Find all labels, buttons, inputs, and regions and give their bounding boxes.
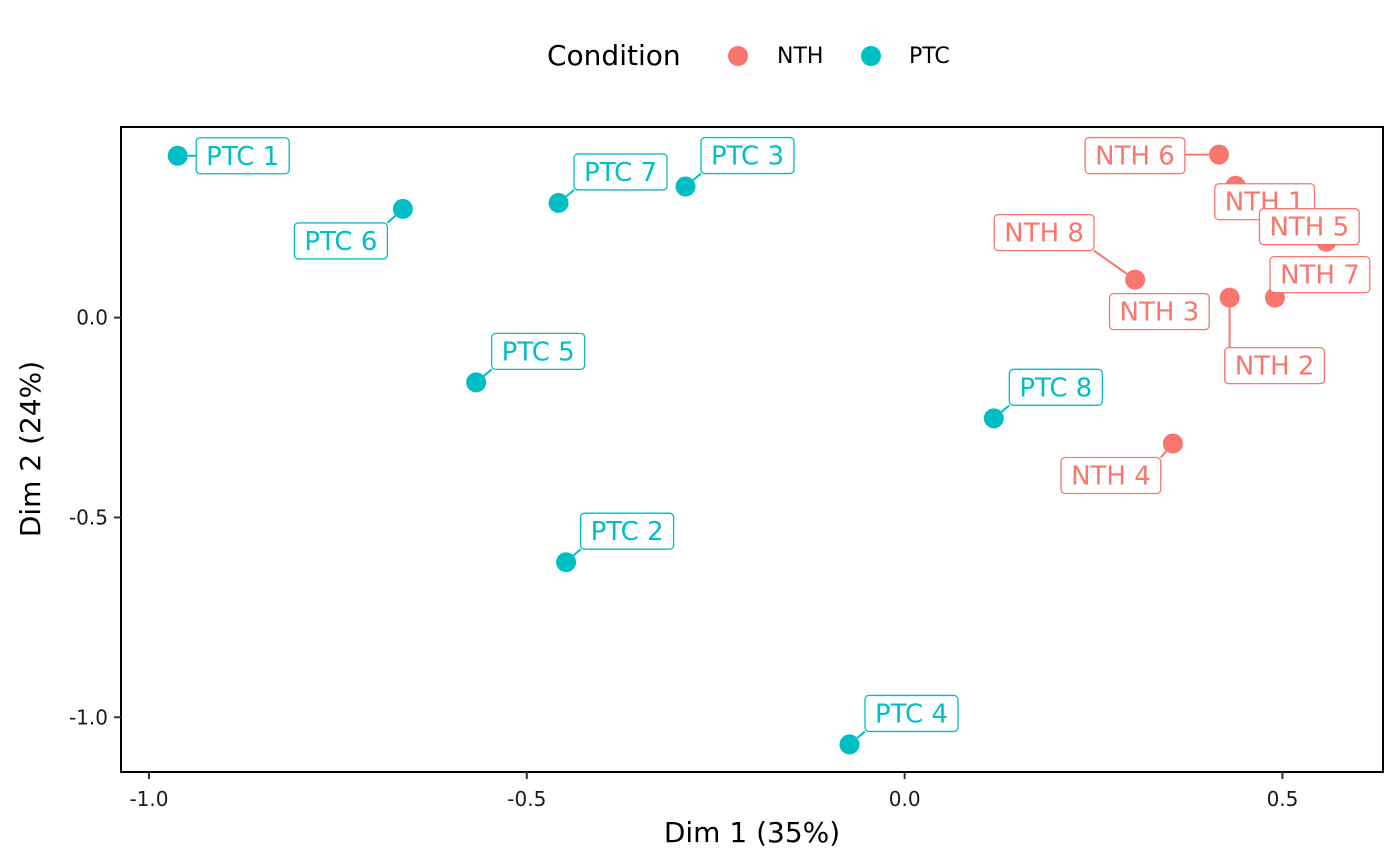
legend-label-nth: NTH [777, 44, 823, 69]
label-nth-6: NTH 6 [1085, 138, 1185, 174]
label-ptc-7: PTC 7 [574, 154, 667, 190]
label-ptc-2: PTC 2 [581, 513, 674, 549]
x-axis-title: Dim 1 (35%) [664, 816, 840, 849]
point-ptc-1 [168, 146, 188, 166]
point-ptc-8 [984, 408, 1004, 428]
label-nth-8: NTH 8 [994, 215, 1094, 251]
point-nth-6 [1209, 145, 1229, 165]
point-label-text: PTC 5 [502, 337, 575, 367]
point-label-text: PTC 3 [711, 142, 784, 172]
point-label-text: PTC 7 [584, 158, 657, 188]
legend-title: Condition [547, 39, 681, 72]
point-label-text: PTC 4 [875, 699, 948, 729]
point-label-text: NTH 3 [1120, 298, 1200, 328]
y-axis-title: Dim 2 (24%) [14, 361, 47, 537]
connector-ptc-2 [574, 549, 581, 555]
point-ptc-5 [466, 372, 486, 392]
point-ptc-4 [839, 734, 859, 754]
label-nth-7: NTH 7 [1270, 257, 1370, 293]
y-axis: -1.0 -0.5 0.0 [69, 306, 121, 730]
point-ptc-2 [556, 552, 576, 572]
point-label-text: NTH 8 [1004, 219, 1084, 249]
connector-ptc-5 [484, 369, 492, 376]
label-nth-3: NTH 3 [1110, 294, 1210, 330]
y-tick-label: -0.5 [69, 505, 108, 529]
legend: Condition NTH PTC [547, 39, 950, 72]
connector-ptc-4 [857, 731, 865, 738]
x-axis: -1.0 -0.5 0.0 0.5 [129, 772, 1298, 811]
point-label-text: NTH 2 [1235, 352, 1315, 382]
point-label-text: NTH 5 [1269, 213, 1349, 243]
label-nth-2: NTH 2 [1225, 348, 1325, 384]
point-ptc-7 [549, 193, 569, 213]
x-tick-label: 0.0 [889, 787, 921, 811]
point-label-text: PTC 2 [591, 517, 664, 547]
connector-ptc-6 [387, 216, 395, 223]
label-ptc-6: PTC 6 [294, 223, 387, 259]
point-ptc-3 [675, 177, 695, 197]
label-ptc-8: PTC 8 [1009, 369, 1102, 405]
connector-ptc-8 [1001, 405, 1009, 412]
connector-ptc-3 [693, 174, 701, 181]
x-tick-label: -0.5 [507, 787, 546, 811]
x-tick-label: -1.0 [129, 787, 168, 811]
point-nth-8 [1125, 270, 1145, 290]
legend-key-nth [728, 46, 748, 66]
label-ptc-4: PTC 4 [865, 695, 958, 731]
point-label-text: NTH 6 [1095, 142, 1175, 172]
point-label-text: PTC 1 [206, 142, 279, 172]
label-nth-5: NTH 5 [1259, 209, 1359, 245]
y-tick-label: -1.0 [69, 705, 108, 729]
connector-ptc-7 [566, 190, 574, 197]
point-label-text: NTH 4 [1071, 462, 1151, 492]
label-ptc-1: PTC 1 [196, 138, 289, 174]
point-label-text: NTH 7 [1280, 261, 1360, 291]
y-tick-label: 0.0 [76, 306, 108, 330]
connector-nth-4 [1161, 451, 1167, 457]
legend-key-ptc [861, 46, 881, 66]
label-ptc-5: PTC 5 [492, 333, 585, 369]
point-ptc-6 [393, 199, 413, 219]
point-nth-2 [1220, 288, 1240, 308]
point-label-text: PTC 8 [1019, 373, 1092, 403]
point-label-text: PTC 6 [304, 227, 377, 257]
legend-label-ptc: PTC [909, 44, 950, 69]
x-tick-label: 0.5 [1267, 787, 1299, 811]
point-nth-4 [1163, 434, 1183, 454]
connector-nth-8 [1094, 251, 1127, 274]
label-ptc-3: PTC 3 [701, 138, 794, 174]
label-nth-4: NTH 4 [1061, 458, 1161, 494]
